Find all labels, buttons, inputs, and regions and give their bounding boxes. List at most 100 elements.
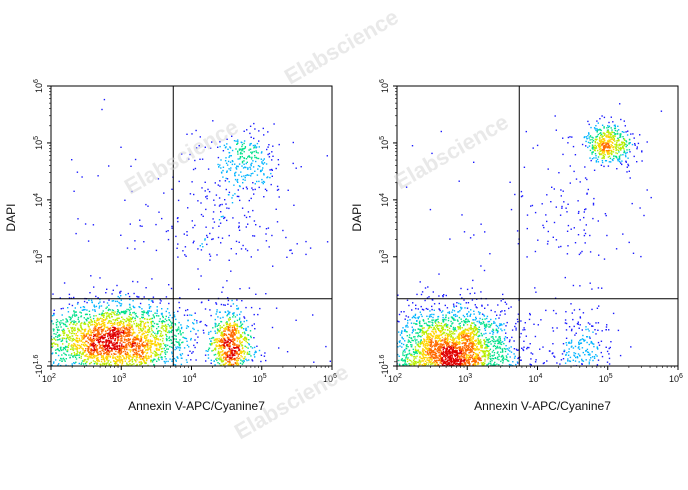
event-dot: [438, 399, 439, 400]
event-dot: [69, 319, 71, 321]
event-dot: [449, 387, 450, 388]
event-dot: [100, 344, 102, 347]
event-dot: [103, 98, 106, 101]
event-dot: [75, 314, 77, 316]
event-dot: [40, 348, 41, 349]
event-dot: [125, 294, 127, 296]
event-dot: [238, 369, 239, 370]
event-dot: [247, 156, 249, 158]
event-dot: [108, 313, 110, 315]
event-dot: [231, 326, 234, 329]
event-dot: [128, 295, 131, 298]
event-dot: [237, 389, 238, 390]
event-dot: [250, 306, 253, 309]
event-dot: [125, 358, 127, 360]
event-dot: [47, 332, 48, 333]
event-dot: [143, 318, 146, 320]
event-dot: [146, 351, 149, 354]
event-dot: [117, 314, 120, 316]
event-dot: [53, 309, 55, 311]
event-dot: [137, 378, 138, 379]
event-dot: [469, 292, 471, 295]
event-dot: [115, 403, 116, 404]
event-dot: [171, 225, 173, 228]
event-dot: [226, 359, 228, 361]
event-dot: [76, 322, 78, 325]
event-dot: [140, 338, 142, 340]
event-dot: [134, 355, 136, 358]
event-dot: [51, 320, 53, 322]
event-dot: [223, 352, 226, 354]
event-dot: [31, 337, 32, 338]
event-dot: [286, 351, 289, 353]
event-dot: [258, 186, 260, 189]
event-dot: [157, 338, 159, 340]
event-dot: [110, 322, 112, 325]
event-dot: [160, 313, 163, 315]
event-dot: [143, 324, 145, 327]
event-dot: [212, 349, 214, 352]
event-dot: [240, 325, 242, 327]
event-dot: [261, 151, 263, 153]
event-dot: [555, 312, 557, 315]
event-dot: [121, 316, 123, 318]
event-dot: [241, 347, 244, 350]
event-dot: [470, 384, 471, 385]
event-dot: [114, 362, 116, 365]
event-dot: [90, 340, 93, 342]
event-dot: [480, 385, 481, 386]
event-dot: [244, 339, 246, 341]
event-dot: [194, 159, 196, 162]
event-dot: [132, 349, 135, 351]
event-dot: [72, 326, 74, 329]
event-dot: [150, 346, 152, 348]
event-dot: [197, 268, 199, 270]
event-dot: [423, 375, 424, 376]
event-dot: [154, 350, 156, 353]
event-dot: [90, 349, 92, 351]
event-dot: [290, 249, 292, 251]
event-dot: [158, 344, 160, 346]
event-dot: [81, 176, 83, 178]
event-dot: [97, 367, 98, 368]
event-dot: [84, 349, 87, 352]
event-dot: [159, 354, 161, 356]
event-dot: [103, 353, 106, 355]
event-dot: [167, 323, 169, 326]
event-dot: [234, 357, 236, 360]
event-dot: [93, 304, 95, 306]
event-dot: [93, 347, 95, 349]
event-dot: [236, 373, 237, 374]
event-dot: [454, 375, 455, 376]
event-dot: [147, 312, 149, 314]
event-dot: [125, 355, 128, 358]
event-dot: [252, 166, 255, 168]
event-dot: [47, 307, 48, 308]
event-dot: [72, 323, 74, 326]
event-dot: [243, 157, 245, 159]
event-dot: [534, 287, 536, 289]
event-dot: [156, 375, 157, 376]
event-dot: [98, 319, 100, 321]
event-dot: [605, 214, 607, 217]
event-dot: [103, 325, 106, 327]
event-dot: [562, 190, 564, 192]
event-dot: [492, 375, 493, 376]
event-dot: [446, 375, 447, 376]
event-dot: [503, 378, 504, 379]
event-dot: [250, 346, 252, 348]
event-dot: [146, 369, 147, 370]
event-dot: [529, 312, 531, 315]
event-dot: [59, 338, 61, 340]
event-dot: [118, 323, 121, 326]
event-dot: [94, 371, 95, 372]
event-dot: [231, 149, 234, 152]
event-dot: [224, 346, 226, 348]
event-dot: [87, 332, 89, 335]
event-dot: [481, 304, 483, 306]
event-dot: [406, 395, 407, 396]
event-dot: [143, 310, 145, 312]
event-dot: [116, 345, 118, 347]
event-dot: [436, 389, 437, 390]
event-dot: [240, 248, 243, 250]
